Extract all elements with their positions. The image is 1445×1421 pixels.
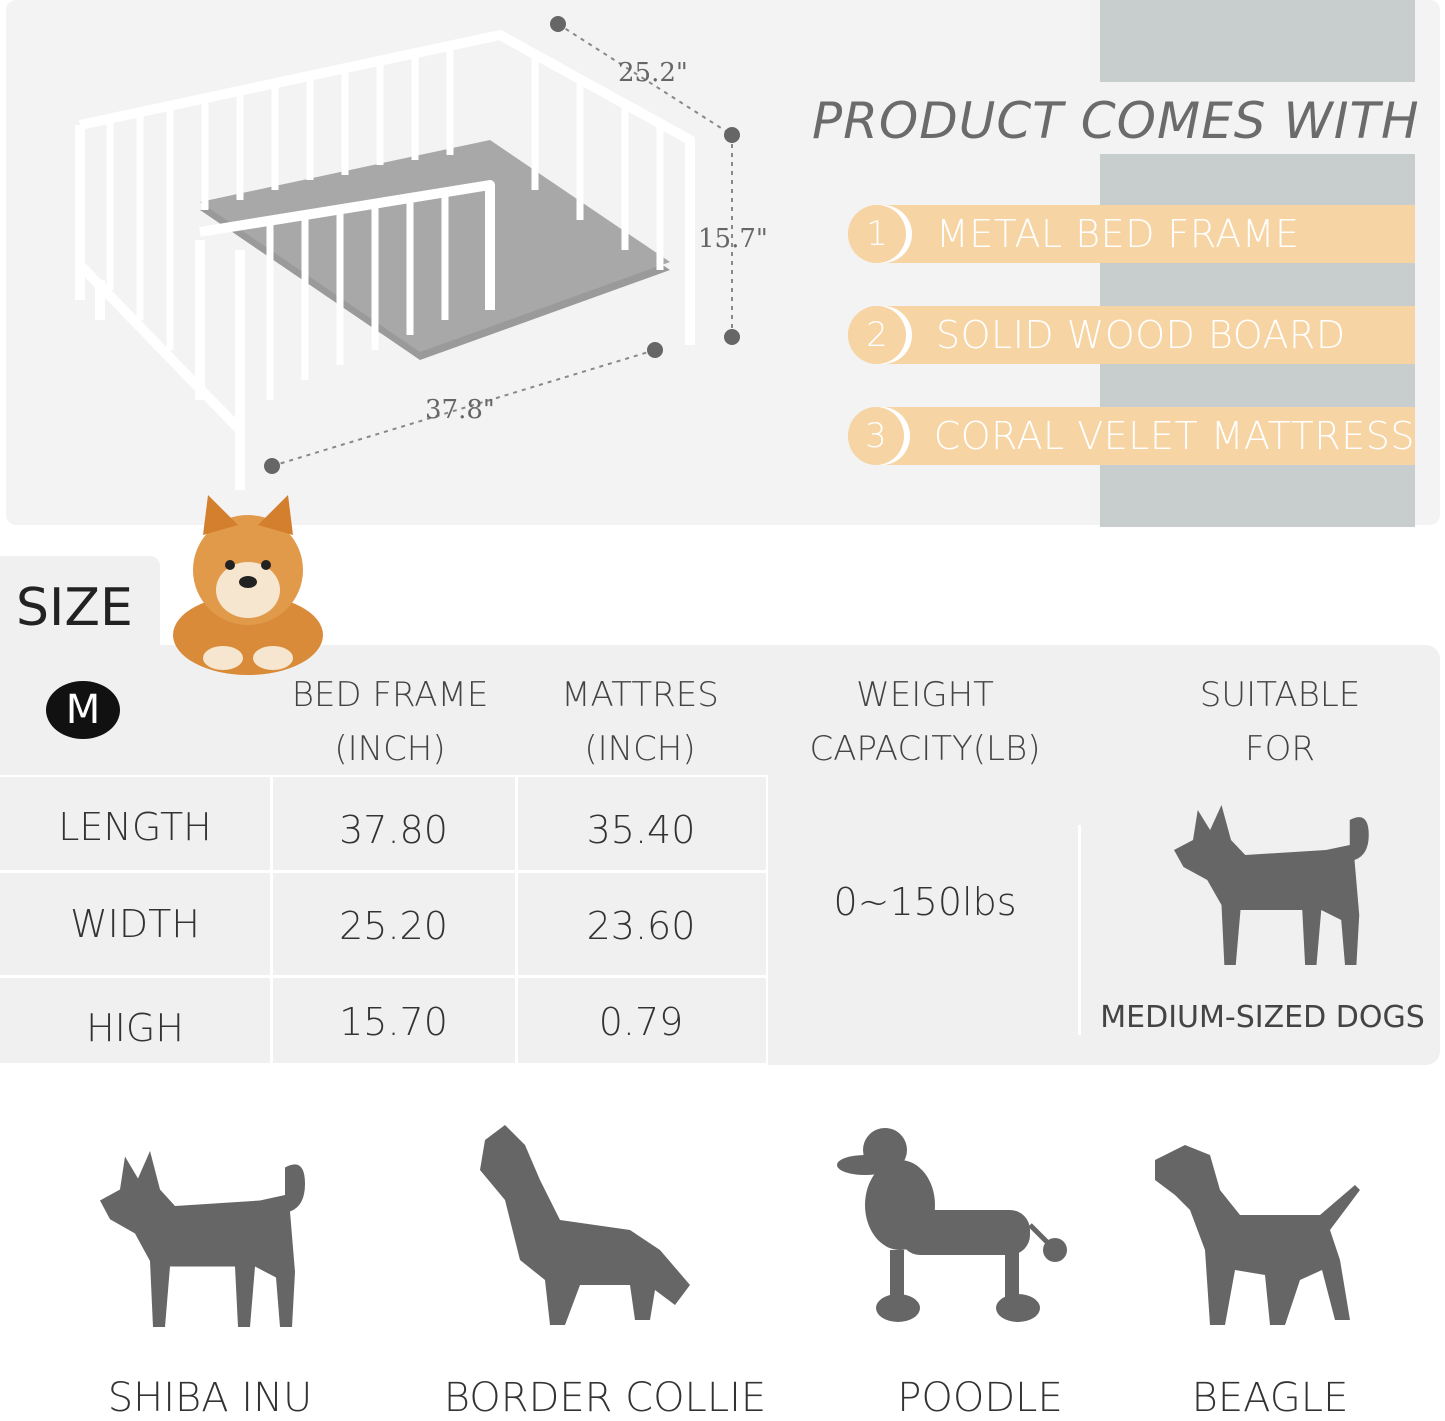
item-number: 1 — [848, 205, 906, 263]
breed-label: BORDER COLLIE — [443, 1375, 767, 1421]
item-1: 1 METAL BED FRAME — [848, 205, 1415, 263]
decor-stripe-gap — [1100, 82, 1415, 154]
item-number: 3 — [848, 407, 904, 465]
item-2: 2 SOLID WOOD BOARD — [848, 306, 1415, 364]
breed-label: BEAGLE — [1191, 1375, 1349, 1421]
shiba-photo — [173, 495, 323, 675]
border-collie-silhouette-icon — [480, 1125, 690, 1325]
size-label: SIZE — [16, 578, 133, 638]
cell-frame: 37.80 — [339, 808, 448, 852]
cell-mattress: 0.79 — [598, 1000, 684, 1044]
header-suitable-for: SUITABLE FOR — [1199, 675, 1361, 769]
bed-illustration — [75, 16, 740, 490]
suitable-for-value: MEDIUM-SIZED DOGS — [1100, 1000, 1425, 1035]
header-bed-frame: BED FRAME (INCH) — [291, 675, 489, 769]
row-label: HIGH — [86, 1006, 184, 1050]
size-tab — [0, 556, 160, 646]
item-label: SOLID WOOD BOARD — [936, 313, 1346, 357]
size-badge: M — [46, 681, 120, 739]
weight-capacity-value: 0~150lbs — [833, 880, 1017, 924]
poodle-silhouette-icon — [837, 1128, 1067, 1322]
breed-label: SHIBA INU — [107, 1375, 313, 1421]
medium-dog-silhouette-icon — [1174, 805, 1369, 965]
header-weight-capacity: WEIGHT CAPACITY(LB) — [809, 675, 1041, 769]
item-label: METAL BED FRAME — [936, 212, 1300, 256]
item-label: CORAL VELET MATTRESS — [933, 414, 1415, 458]
item-3: 3 CORAL VELET MATTRESS — [848, 407, 1415, 465]
cell-mattress: 35.40 — [586, 808, 696, 852]
section-title: PRODUCT COMES WITH — [812, 92, 1420, 150]
shiba-inu-silhouette-icon — [100, 1151, 305, 1327]
cell-mattress: 23.60 — [586, 904, 696, 948]
depth-dimension: 25.2" — [618, 58, 688, 88]
row-label: WIDTH — [70, 902, 200, 946]
cell-frame: 25.20 — [339, 904, 448, 948]
height-dimension: 15.7" — [698, 224, 768, 254]
beagle-silhouette-icon — [1155, 1145, 1360, 1325]
cell-frame: 15.70 — [339, 1000, 448, 1044]
length-dimension: 37.8" — [425, 395, 495, 425]
row-label: LENGTH — [58, 805, 212, 849]
header-mattress: MATTRES (INCH) — [561, 675, 719, 769]
breed-label: POODLE — [897, 1375, 1063, 1421]
item-number: 2 — [848, 306, 906, 364]
dimension-grid — [0, 775, 768, 1065]
